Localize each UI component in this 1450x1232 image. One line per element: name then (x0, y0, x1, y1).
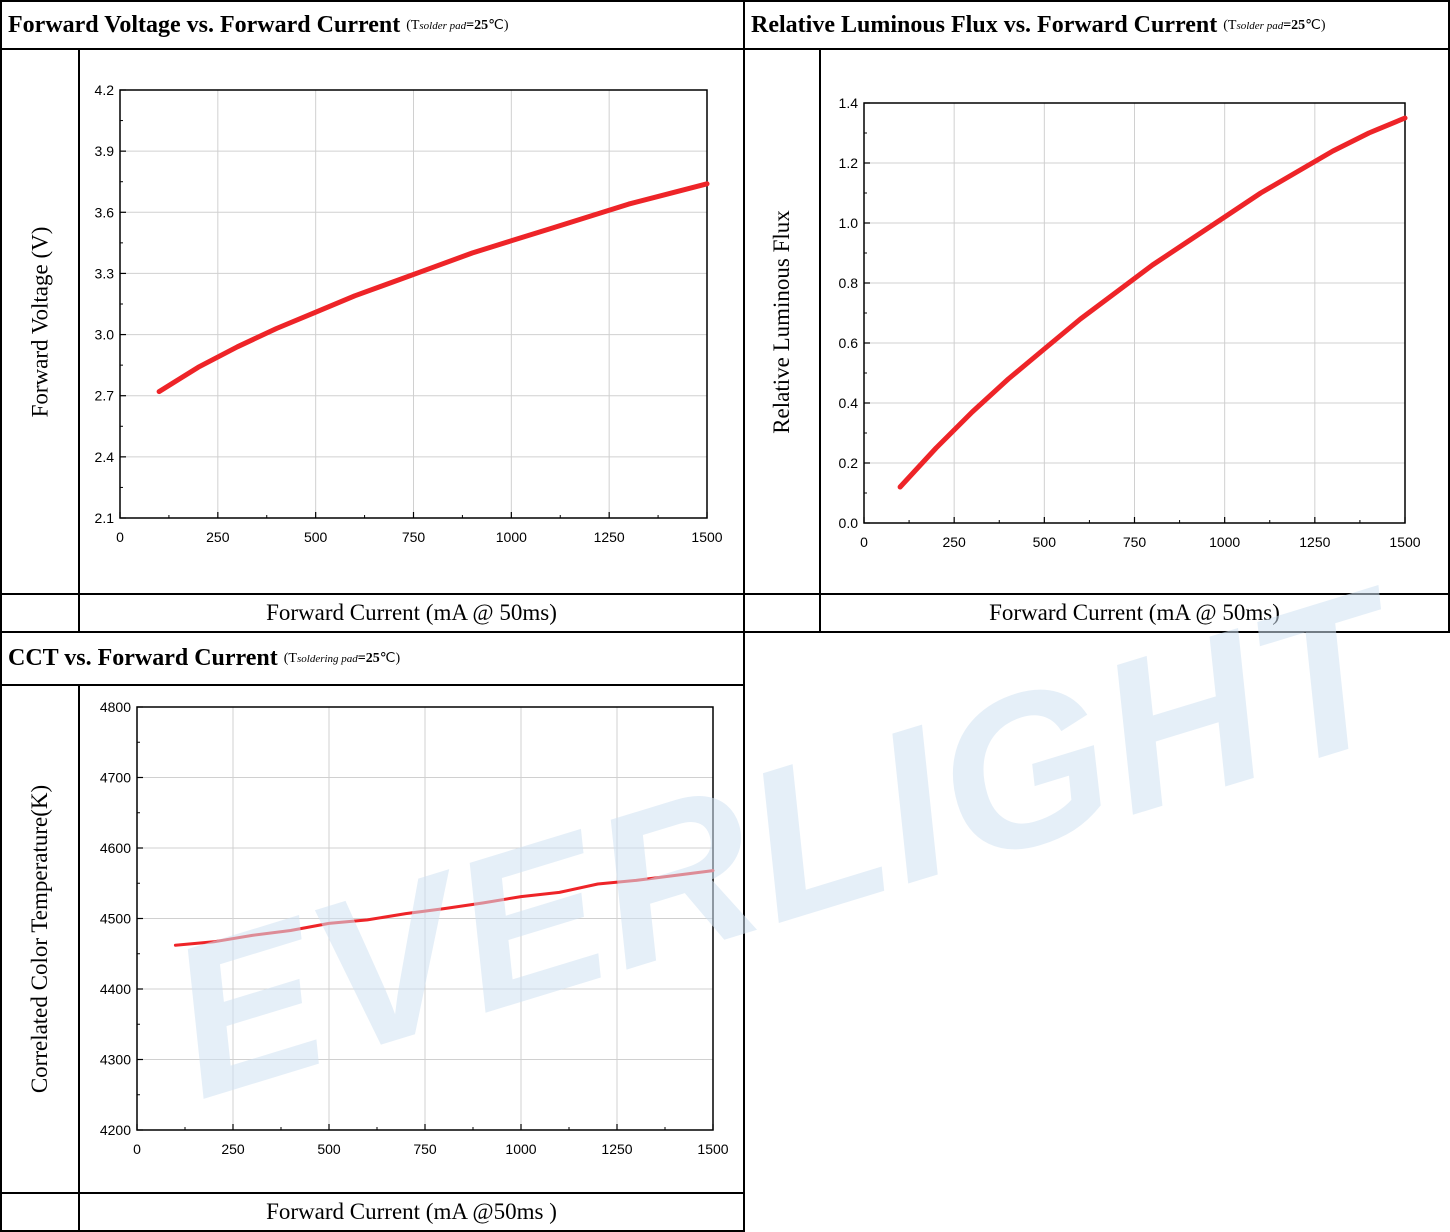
chart3-ylabel: Correlated Color Temperature(K) (27, 784, 52, 1094)
chart2-xlabel: Forward Current (mA @ 50ms) (989, 600, 1280, 625)
chart3-header: CCT vs. Forward Current (Tsoldering pad=… (0, 631, 745, 686)
chart3-xtick-label-5: 1250 (601, 1141, 632, 1157)
chart3-xtick-label-2: 500 (317, 1141, 341, 1157)
chart1-ytick-label-2: 2.7 (95, 388, 115, 404)
chart3-corner-cell (0, 1192, 80, 1232)
chart2-ytick-label-7: 1.4 (839, 95, 859, 111)
chart2-ytick-label-0: 0.0 (839, 515, 859, 531)
chart1-ytick-label-5: 3.6 (95, 204, 115, 220)
chart3-ytick-label-6: 4800 (100, 699, 131, 715)
chart3-xlabel: Forward Current (mA @50ms ) (266, 1199, 557, 1224)
chart2-xtick-label-5: 1250 (1299, 534, 1330, 550)
chart2-title: Relative Luminous Flux vs. Forward Curre… (751, 11, 1218, 38)
chart2-xtick-label-4: 1000 (1209, 534, 1240, 550)
chart1-ytick-label-4: 3.3 (95, 265, 115, 281)
chart1-xtick-label-2: 500 (304, 529, 328, 545)
chart2-ylabel: Relative Luminous Flux (769, 209, 795, 434)
chart2-ytick-label-5: 1.0 (839, 215, 859, 231)
chart3-xtick-label-1: 250 (221, 1141, 245, 1157)
chart3-xlabel-cell: Forward Current (mA @50ms ) (78, 1192, 745, 1232)
chart1-ytick-label-0: 2.1 (95, 510, 115, 526)
chart1-series-0-line (156, 181, 710, 395)
chart2-xtick-label-1: 250 (942, 534, 966, 550)
chart2-ytick-label-3: 0.6 (839, 335, 859, 351)
chart1-xtick-label-4: 1000 (496, 529, 527, 545)
chart2-ylabel-cell: Relative Luminous Flux (743, 48, 821, 595)
chart2-series-0-line (897, 115, 1408, 490)
chart3-ylabel-cell: Correlated Color Temperature(K) (0, 684, 80, 1194)
chart2-ytick-label-1: 0.2 (839, 455, 859, 471)
chart3-plot-cell (78, 684, 745, 1194)
chart2-condition: (Tsolder pad=25℃) (1223, 17, 1326, 33)
chart3-ytick-label-0: 4200 (100, 1122, 131, 1138)
chart1-ytick-label-3: 3.0 (95, 327, 115, 343)
chart2-xtick-label-6: 1500 (1389, 534, 1420, 550)
chart1-xtick-label-5: 1250 (594, 529, 625, 545)
chart2-ytick-label-2: 0.4 (839, 395, 859, 411)
chart3-series-0-line (173, 869, 715, 947)
chart2-xlabel-cell: Forward Current (mA @ 50ms) (819, 593, 1450, 633)
chart1-xlabel: Forward Current (mA @ 50ms) (266, 600, 557, 625)
chart2-xtick-label-2: 500 (1033, 534, 1057, 550)
chart2-header: Relative Luminous Flux vs. Forward Curre… (743, 0, 1450, 50)
chart3-ytick-label-1: 4300 (100, 1052, 131, 1068)
chart3-ytick-label-2: 4400 (100, 981, 131, 997)
chart1-xtick-label-3: 750 (402, 529, 426, 545)
chart3-xtick-label-3: 750 (413, 1141, 437, 1157)
chart3-condition: (Tsoldering pad=25℃) (283, 651, 401, 666)
chart3-ytick-label-5: 4700 (100, 770, 131, 786)
chart2-ytick-label-6: 1.2 (839, 155, 859, 171)
chart2-xtick-label-3: 750 (1123, 534, 1147, 550)
chart1-xtick-label-0: 0 (116, 529, 124, 545)
chart3-xtick-label-6: 1500 (697, 1141, 728, 1157)
chart1-condition: (Tsolder pad=25℃) (406, 17, 509, 33)
chart3-title: CCT vs. Forward Current (8, 645, 278, 671)
chart3-ytick-label-4: 4600 (100, 840, 131, 856)
chart1-xtick-label-6: 1500 (691, 529, 722, 545)
chart2-xtick-label-0: 0 (860, 534, 868, 550)
chart2-plot-cell (819, 48, 1450, 595)
chart2-ytick-label-4: 0.8 (839, 275, 859, 291)
chart1-ytick-label-6: 3.9 (95, 143, 115, 159)
chart3-ytick-label-3: 4500 (100, 911, 131, 927)
chart1-ytick-label-7: 4.2 (95, 82, 115, 98)
chart2-corner-cell (743, 593, 821, 633)
chart3-xtick-label-0: 0 (133, 1141, 141, 1157)
chart1-ytick-label-1: 2.4 (95, 449, 115, 465)
chart1-title: Forward Voltage vs. Forward Current (8, 11, 401, 38)
chart1-xtick-label-1: 250 (206, 529, 230, 545)
chart3-xtick-label-4: 1000 (505, 1141, 536, 1157)
